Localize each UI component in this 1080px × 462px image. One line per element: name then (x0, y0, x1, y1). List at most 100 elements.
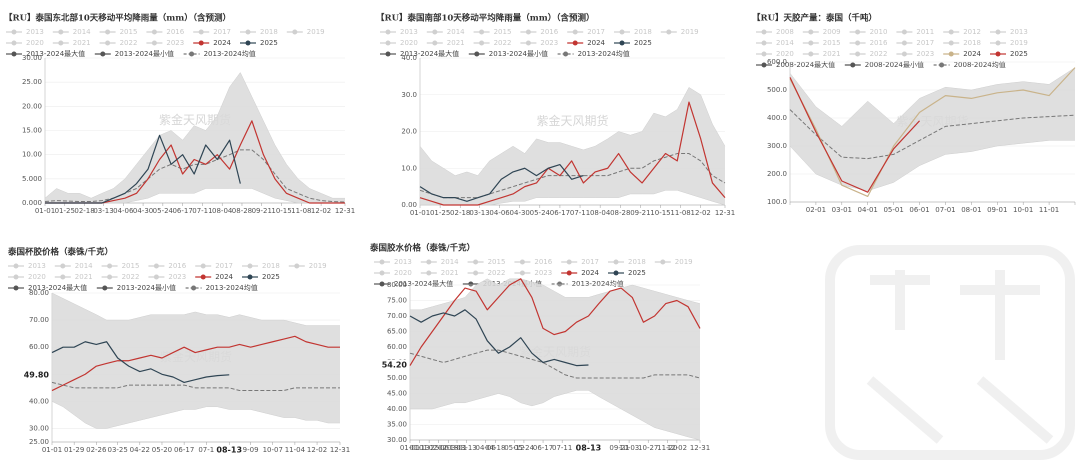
legend-label: 2020 (26, 39, 44, 47)
legend-item: 2013-2024最小值 (96, 283, 176, 292)
legend-item: 2024 (943, 50, 982, 58)
legend-label: 2008-2024最小值 (865, 60, 924, 69)
last-value-label: 49.80 (24, 370, 50, 379)
legend-item: 2013-2024最小值 (94, 49, 174, 58)
x-tick-label: 10-03 (619, 444, 639, 452)
y-tick-label: 10.00 (22, 151, 42, 159)
legend-item: 2015 (99, 28, 137, 36)
legend-swatch-dot (432, 29, 438, 35)
legend-swatch-dot (995, 29, 1001, 35)
legend-label: 2020 (400, 39, 418, 47)
legend-swatch-dot (619, 40, 625, 46)
legend-swatch-dot (105, 29, 111, 35)
legend-swatch-dot (995, 40, 1001, 46)
legend-swatch-dot (13, 274, 19, 280)
y-tick-label: 600.0 (767, 58, 787, 66)
legend-label: 2021 (75, 273, 93, 281)
legend-item: 2025 (614, 39, 652, 47)
legend-swatch-dot (995, 51, 1001, 57)
x-tick-label: 05-01 (883, 206, 903, 214)
x-tick-label: 06-17 (174, 446, 194, 454)
legend-item: 2016 (146, 28, 185, 36)
y-tick-label: 200.0 (767, 170, 787, 178)
legend-label: 2014 (776, 39, 794, 47)
legend-item: 2023 (514, 269, 552, 277)
x-tick-label: 01-01 (400, 444, 420, 452)
legend-item: 2013-2024均值 (551, 279, 624, 288)
legend-label: 2013 (26, 28, 44, 36)
legend-item: 2016 (849, 39, 888, 47)
legend-label: 2024 (213, 39, 231, 47)
legend-item: 2017 (195, 262, 233, 270)
legend-swatch-dot (572, 29, 578, 35)
x-tick-label: 9-09 (243, 446, 259, 454)
legend-label: 2021 (447, 39, 465, 47)
y-tick-label: 25.00 (22, 78, 42, 86)
legend-item: 2024 (193, 39, 232, 47)
legend-label: 2018 (260, 28, 278, 36)
legend-swatch-dot (948, 51, 954, 57)
legend-label: 2015 (823, 39, 841, 47)
y-tick-label: 30.00 (29, 424, 49, 432)
x-tick-label: 12-31 (715, 209, 735, 217)
legend-label: 2014 (73, 28, 91, 36)
legend-item: 2019 (654, 258, 693, 266)
x-tick-label: 06-17 (550, 209, 570, 217)
legend-label: 2013-2024均值 (204, 49, 256, 58)
x-tick-label: 11-08 (670, 209, 690, 217)
legend-swatch-dot (474, 51, 480, 57)
x-tick-label: 01-25 (430, 209, 450, 217)
x-tick-label: 11-20 (657, 444, 677, 452)
legend-swatch-dot (660, 259, 666, 265)
x-tick-label: 02-18 (74, 207, 94, 215)
logo-watermark (825, 245, 1075, 460)
legend-item: 2017 (896, 39, 934, 47)
legend-label: 2018 (628, 258, 646, 266)
legend-item: 2021 (426, 39, 465, 47)
legend-swatch-dot (11, 51, 17, 57)
x-tick-label: 10-27 (638, 444, 658, 452)
series-line (419, 101, 726, 206)
x-tick-label: 07-11 (552, 444, 572, 452)
legend-item: 2013-2024最小值 (468, 49, 548, 58)
series-line (789, 67, 1076, 127)
legend-swatch-dot (151, 29, 157, 35)
legend-item: 2018 (240, 28, 278, 36)
x-tick-label: 04-01 (858, 206, 878, 214)
x-tick-label: 07-1 (198, 446, 214, 454)
chart-panel: 【RU】泰国东北部10天移动平均降雨量（mm）（含预测） 2013 2014 2015… (4, 13, 355, 216)
legend-swatch-dot (105, 40, 111, 46)
legend-swatch-dot (379, 270, 385, 276)
legend-swatch-dot (948, 40, 954, 46)
legend-label: 2017 (916, 39, 934, 47)
legend-label: 2016 (540, 28, 558, 36)
y-tick-label: 500.0 (767, 86, 787, 94)
legend-swatch-dot (153, 274, 159, 280)
legend-label: 2022 (870, 50, 888, 58)
legend-swatch-dot (379, 281, 385, 287)
y-tick-label: 40.00 (387, 405, 407, 413)
legend-swatch-dot (761, 51, 767, 57)
legend-item: 2019 (660, 28, 699, 36)
series-line (44, 72, 345, 199)
x-tick-label: 01-25 (55, 207, 75, 215)
legend-label: 2013-2024均值 (578, 49, 630, 58)
legend-label: 2021 (823, 50, 841, 58)
series-line (51, 292, 340, 326)
legend-item: 2019 (990, 39, 1028, 47)
y-tick-label: 40.00 (29, 397, 49, 405)
legend-label: 2020 (776, 50, 794, 58)
x-tick-label: 12-02 (667, 444, 687, 452)
legend-item: 2008-2024均值 (933, 60, 1006, 69)
legend-label: 2023 (540, 39, 558, 47)
x-tick-label: 07-11 (570, 209, 590, 217)
series-line (51, 341, 230, 383)
legend-swatch-dot (525, 40, 531, 46)
legend-swatch-dot (572, 40, 578, 46)
chart-title: 泰国杯胶价格（泰铢/千克） (7, 247, 113, 258)
series-line (789, 67, 1076, 197)
y-tick-label: 80.00 (387, 281, 407, 289)
legend-label: 2019 (675, 258, 693, 266)
legend-label: 2014 (75, 262, 93, 270)
y-tick-label: 0.00 (401, 201, 417, 209)
